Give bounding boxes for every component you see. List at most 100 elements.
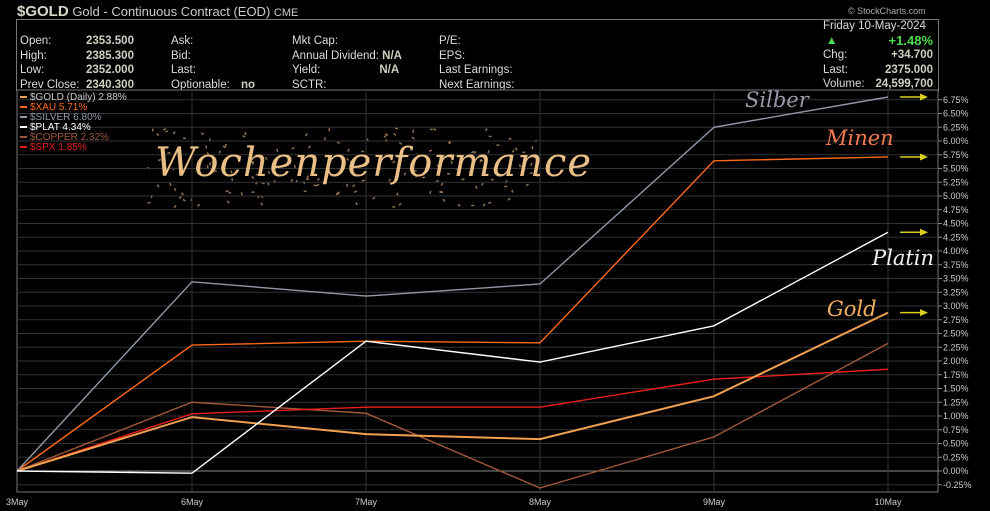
speckle: [393, 133, 396, 136]
legend-label: $SPX 1.85%: [30, 142, 87, 153]
annotation-minen: Minen: [826, 126, 894, 150]
speckle: [183, 199, 186, 202]
speckle: [147, 201, 150, 203]
speckle: [251, 191, 254, 193]
legend-item: $SPX 1.85%: [20, 143, 127, 153]
arrow-head-icon: [920, 309, 928, 316]
speckle: [174, 188, 177, 191]
y-tick-label: 2.25%: [943, 342, 969, 352]
y-tick-label: 3.75%: [943, 260, 969, 270]
speckle: [355, 202, 358, 205]
y-tick-label: 2.00%: [943, 356, 969, 366]
y-tick-label: 1.25%: [943, 397, 969, 407]
series-line-gold: [17, 313, 888, 471]
y-tick-label: 4.25%: [943, 232, 969, 242]
legend-swatch: [20, 106, 27, 108]
annotation-title: Wochenperformance: [155, 140, 592, 186]
y-tick-label: 0.75%: [943, 425, 969, 435]
speckle: [443, 199, 446, 202]
speckle: [354, 190, 357, 193]
speckle: [260, 195, 263, 198]
speckle: [197, 204, 200, 207]
speckle: [304, 190, 307, 192]
y-tick-label: -0.25%: [943, 480, 972, 490]
speckle: [305, 133, 308, 136]
x-tick-label: 3May: [6, 497, 29, 507]
legend-swatch: [20, 126, 27, 128]
speckle: [471, 205, 474, 207]
y-tick-label: 1.50%: [943, 384, 969, 394]
x-tick-label: 10May: [874, 497, 902, 507]
y-tick-label: 5.75%: [943, 150, 969, 160]
y-tick-label: 5.50%: [943, 164, 969, 174]
legend: $GOLD (Daily) 2.88% $XAU 5.71% $SILVER 6.8…: [20, 93, 127, 153]
speckle: [241, 192, 243, 195]
y-tick-label: 0.50%: [943, 439, 969, 449]
x-tick-label: 9May: [703, 497, 726, 507]
speckle: [183, 137, 186, 139]
speckle: [489, 135, 492, 137]
speckle: [511, 190, 513, 193]
speckle: [433, 128, 436, 131]
speckle: [412, 130, 414, 133]
y-tick-label: 3.25%: [943, 287, 969, 297]
speckle: [227, 200, 230, 203]
speckle: [485, 128, 488, 131]
y-tick-label: 4.00%: [943, 246, 969, 256]
annotation-gold: Gold: [827, 297, 877, 321]
y-tick-label: 6.00%: [943, 136, 969, 146]
speckle: [398, 203, 401, 206]
y-tick-label: 6.25%: [943, 122, 969, 132]
legend-swatch: [20, 136, 27, 138]
series-line-xau: [17, 157, 888, 471]
speckle: [488, 202, 491, 204]
speckle: [242, 135, 245, 138]
speckle: [383, 135, 386, 138]
y-tick-label: 3.50%: [943, 274, 969, 284]
speckle: [181, 192, 184, 195]
speckle: [173, 131, 176, 134]
y-tick-label: 5.25%: [943, 177, 969, 187]
legend-swatch: [20, 146, 27, 148]
speckle: [225, 190, 228, 192]
speckle: [396, 193, 398, 196]
y-tick-label: 4.75%: [943, 205, 969, 215]
speckle: [328, 128, 330, 131]
speckle: [392, 206, 395, 208]
speckle: [163, 128, 166, 131]
speckle: [260, 202, 263, 205]
speckle: [429, 191, 431, 194]
y-tick-label: 3.00%: [943, 301, 969, 311]
y-tick-label: 5.00%: [943, 191, 969, 201]
speckle: [228, 191, 231, 194]
y-tick-label: 4.50%: [943, 219, 969, 229]
y-tick-label: 0.25%: [943, 452, 969, 462]
speckle: [151, 195, 153, 198]
speckle: [430, 129, 433, 131]
x-tick-label: 7May: [355, 497, 378, 507]
speckle: [457, 204, 460, 207]
speckle: [165, 130, 168, 132]
speckle: [152, 128, 154, 131]
x-tick-label: 6May: [181, 497, 204, 507]
y-tick-label: 6.50%: [943, 109, 969, 119]
annotation-silber: Silber: [745, 88, 809, 112]
y-tick-label: 0.00%: [943, 466, 969, 476]
speckle: [201, 132, 204, 134]
speckle: [483, 203, 486, 206]
y-tick-label: 1.00%: [943, 411, 969, 421]
speckle: [372, 197, 375, 200]
speckle: [507, 198, 510, 201]
legend-swatch: [20, 96, 27, 98]
y-tick-label: 6.75%: [943, 95, 969, 105]
x-tick-label: 8May: [529, 497, 552, 507]
speckle: [257, 195, 259, 198]
annotation-platin: Platin: [872, 246, 934, 270]
y-tick-label: 1.75%: [943, 370, 969, 380]
speckle: [244, 132, 246, 135]
arrow-head-icon: [920, 229, 928, 236]
legend-swatch: [20, 116, 27, 118]
speckle: [439, 191, 442, 193]
speckle: [475, 186, 477, 189]
